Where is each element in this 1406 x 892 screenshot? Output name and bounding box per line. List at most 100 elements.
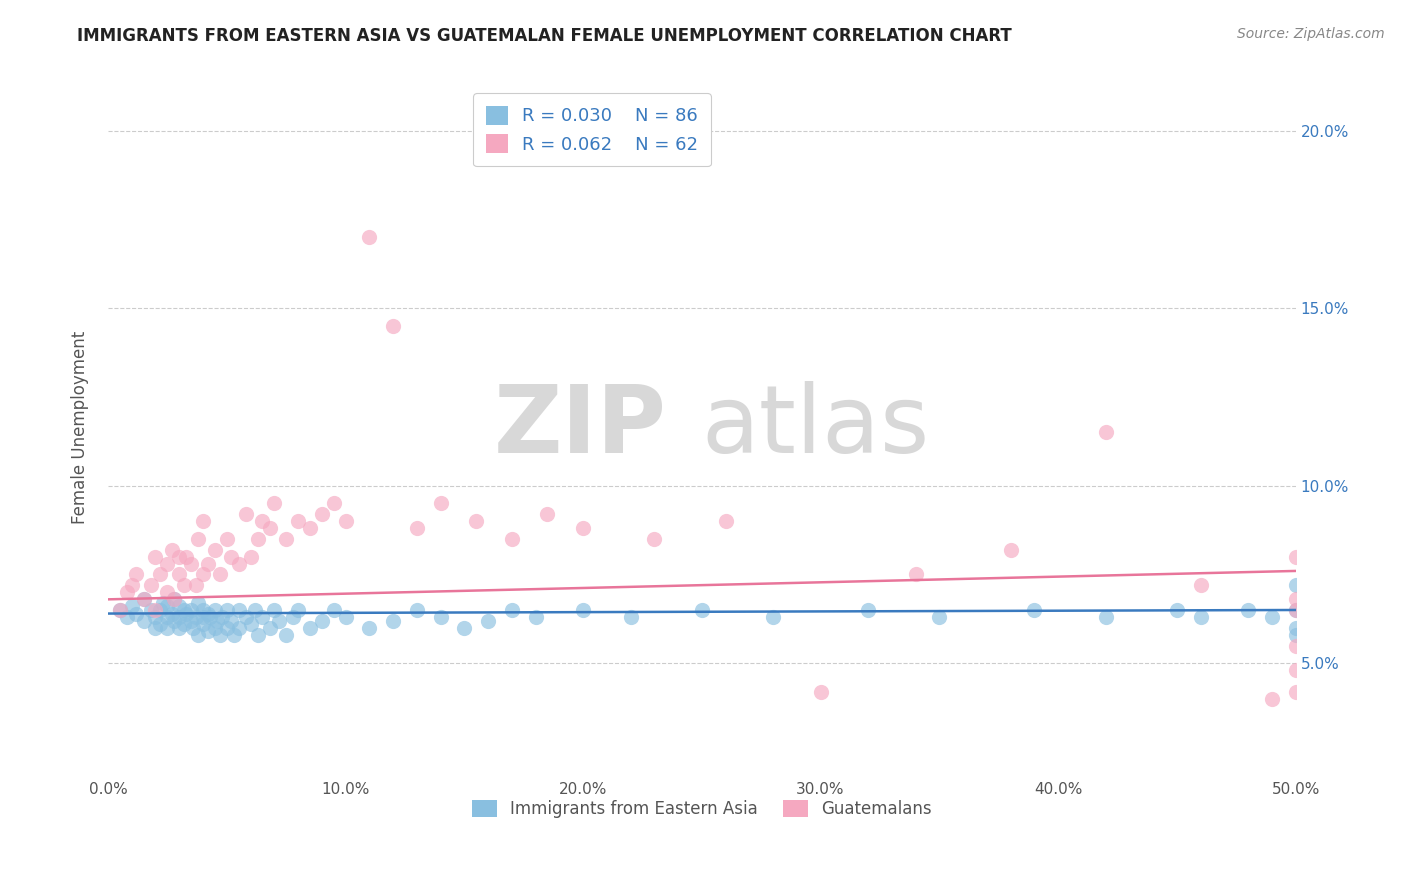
Point: [183, 621, 205, 635]
Point: [197, 557, 219, 571]
Point: [643, 532, 665, 546]
Point: [160, 542, 183, 557]
Point: [524, 610, 547, 624]
Point: [173, 578, 195, 592]
Point: [335, 514, 357, 528]
Point: [501, 603, 523, 617]
Point: [115, 585, 138, 599]
Point: [235, 507, 257, 521]
Point: [1189, 578, 1212, 592]
Point: [382, 614, 405, 628]
Text: atlas: atlas: [702, 381, 929, 473]
Point: [207, 614, 229, 628]
Point: [139, 578, 162, 592]
Point: [108, 603, 131, 617]
Point: [810, 684, 832, 698]
Point: [501, 532, 523, 546]
Point: [191, 610, 214, 624]
Point: [276, 532, 298, 546]
Point: [191, 617, 214, 632]
Point: [115, 610, 138, 624]
Point: [176, 549, 198, 564]
Point: [145, 621, 167, 635]
Point: [204, 621, 226, 635]
Point: [125, 567, 148, 582]
Point: [239, 549, 262, 564]
Point: [1284, 684, 1306, 698]
Point: [276, 628, 298, 642]
Point: [197, 607, 219, 621]
Point: [187, 532, 209, 546]
Point: [145, 549, 167, 564]
Point: [239, 617, 262, 632]
Point: [1284, 603, 1306, 617]
Point: [163, 614, 186, 628]
Point: [163, 592, 186, 607]
Point: [252, 514, 274, 528]
Point: [287, 603, 309, 617]
Point: [1284, 664, 1306, 678]
Point: [121, 599, 143, 614]
Text: IMMIGRANTS FROM EASTERN ASIA VS GUATEMALAN FEMALE UNEMPLOYMENT CORRELATION CHART: IMMIGRANTS FROM EASTERN ASIA VS GUATEMAL…: [77, 27, 1012, 45]
Point: [167, 621, 190, 635]
Point: [156, 610, 179, 624]
Point: [465, 514, 488, 528]
Point: [167, 567, 190, 582]
Point: [228, 557, 250, 571]
Point: [160, 607, 183, 621]
Point: [215, 621, 238, 635]
Point: [572, 521, 595, 535]
Point: [714, 514, 737, 528]
Point: [197, 624, 219, 639]
Point: [125, 607, 148, 621]
Point: [156, 621, 179, 635]
Point: [235, 610, 257, 624]
Point: [246, 532, 269, 546]
Point: [259, 521, 281, 535]
Point: [198, 610, 221, 624]
Point: [228, 603, 250, 617]
Point: [536, 507, 558, 521]
Point: [149, 603, 172, 617]
Point: [152, 596, 174, 610]
Point: [173, 603, 195, 617]
Point: [359, 621, 381, 635]
Point: [1000, 542, 1022, 557]
Point: [1284, 592, 1306, 607]
Point: [167, 610, 190, 624]
Point: [453, 621, 475, 635]
Point: [429, 610, 451, 624]
Point: [252, 610, 274, 624]
Point: [477, 614, 499, 628]
Point: [429, 496, 451, 510]
Point: [184, 578, 207, 592]
Point: [191, 603, 214, 617]
Point: [1261, 691, 1284, 706]
Point: [246, 628, 269, 642]
Point: [221, 549, 243, 564]
Point: [215, 603, 238, 617]
Point: [149, 617, 172, 632]
Point: [180, 603, 202, 617]
Point: [145, 603, 167, 617]
Point: [1024, 603, 1046, 617]
Point: [259, 621, 281, 635]
Point: [1284, 628, 1306, 642]
Point: [1166, 603, 1188, 617]
Y-axis label: Female Unemployment: Female Unemployment: [72, 331, 89, 524]
Point: [187, 596, 209, 610]
Point: [311, 614, 333, 628]
Point: [267, 614, 290, 628]
Point: [287, 514, 309, 528]
Point: [1284, 549, 1306, 564]
Point: [904, 567, 927, 582]
Point: [405, 603, 427, 617]
Point: [167, 549, 190, 564]
Point: [1237, 603, 1260, 617]
Point: [222, 628, 245, 642]
Point: [176, 607, 198, 621]
Point: [335, 610, 357, 624]
Point: [572, 603, 595, 617]
Point: [1189, 610, 1212, 624]
Point: [184, 610, 207, 624]
